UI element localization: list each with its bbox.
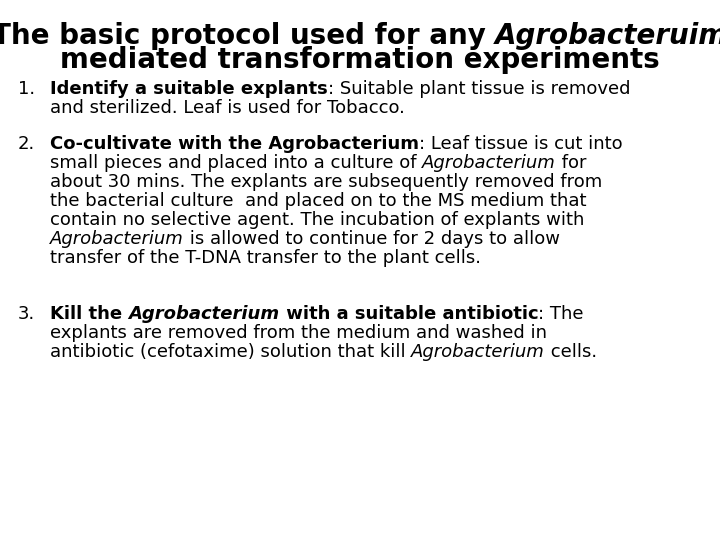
- Text: Agrobacterium: Agrobacterium: [50, 230, 184, 248]
- Text: is allowed to continue for 2 days to allow: is allowed to continue for 2 days to all…: [184, 230, 559, 248]
- Text: the bacterial culture  and placed on to the MS medium that: the bacterial culture and placed on to t…: [50, 192, 587, 210]
- Text: transfer of the T-DNA transfer to the plant cells.: transfer of the T-DNA transfer to the pl…: [50, 249, 481, 267]
- Text: with a suitable antibiotic: with a suitable antibiotic: [279, 305, 538, 323]
- Text: 2.: 2.: [18, 135, 35, 153]
- Text: cells.: cells.: [545, 343, 598, 361]
- Text: Agrobacteruim: Agrobacteruim: [495, 22, 720, 50]
- Text: : Suitable plant tissue is removed: : Suitable plant tissue is removed: [328, 80, 630, 98]
- Text: Identify a suitable explants: Identify a suitable explants: [50, 80, 328, 98]
- Text: : The: : The: [538, 305, 584, 323]
- Text: mediated transformation experiments: mediated transformation experiments: [60, 46, 660, 74]
- Text: and sterilized. Leaf is used for Tobacco.: and sterilized. Leaf is used for Tobacco…: [50, 99, 405, 117]
- Text: for: for: [556, 154, 587, 172]
- Text: Agrobacterium: Agrobacterium: [128, 305, 279, 323]
- Text: Agrobacterium: Agrobacterium: [422, 154, 556, 172]
- Text: contain no selective agent. The incubation of explants with: contain no selective agent. The incubati…: [50, 211, 585, 229]
- Text: explants are removed from the medium and washed in: explants are removed from the medium and…: [50, 324, 547, 342]
- Text: 3.: 3.: [18, 305, 35, 323]
- Text: Co-cultivate with the Agrobacterium: Co-cultivate with the Agrobacterium: [50, 135, 419, 153]
- Text: antibiotic (cefotaxime) solution that kill: antibiotic (cefotaxime) solution that ki…: [50, 343, 411, 361]
- Text: : Leaf tissue is cut into: : Leaf tissue is cut into: [419, 135, 623, 153]
- Text: small pieces and placed into a culture of: small pieces and placed into a culture o…: [50, 154, 422, 172]
- Text: The basic protocol used for any: The basic protocol used for any: [0, 22, 495, 50]
- Text: 1.: 1.: [18, 80, 35, 98]
- Text: about 30 mins. The explants are subsequently removed from: about 30 mins. The explants are subseque…: [50, 173, 602, 191]
- Text: Agrobacterium: Agrobacterium: [411, 343, 545, 361]
- Text: Kill the: Kill the: [50, 305, 128, 323]
